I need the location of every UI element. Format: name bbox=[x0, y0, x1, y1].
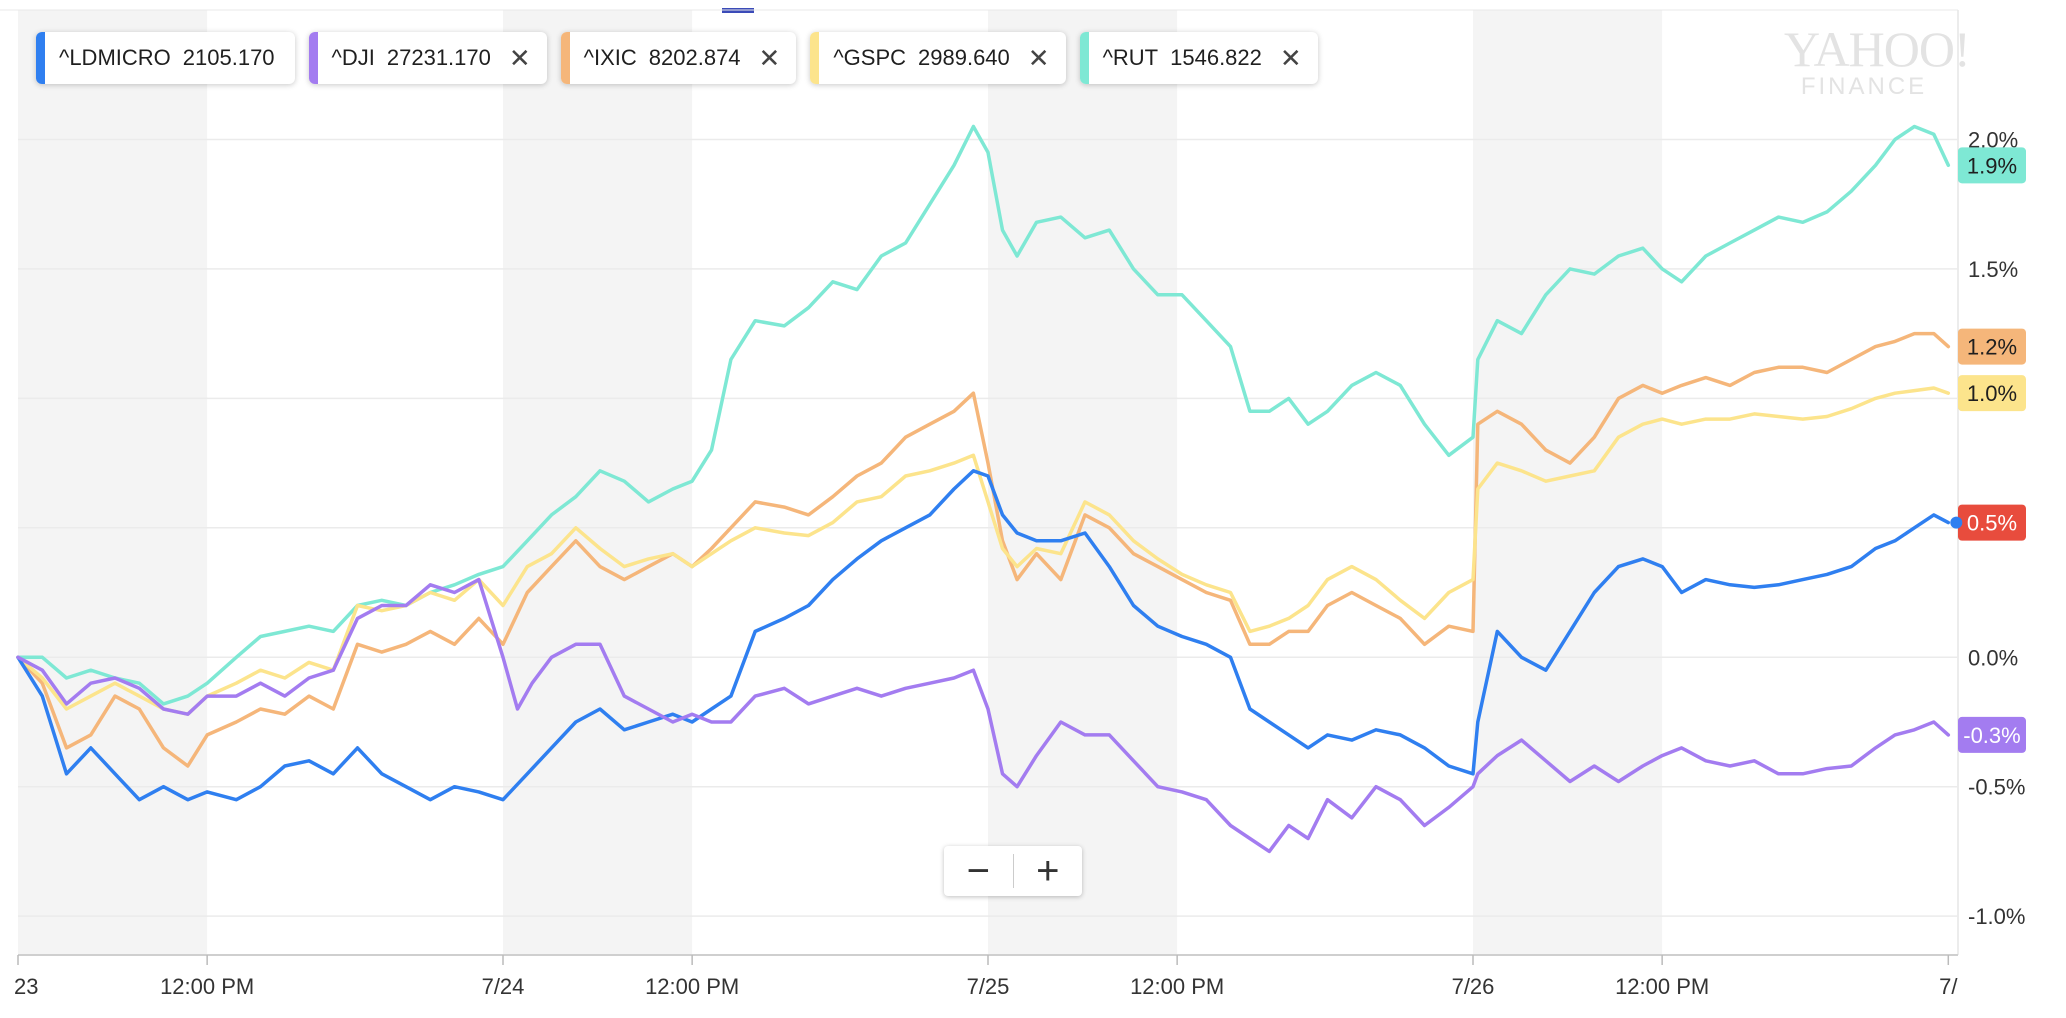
x-tick-label: 7/ bbox=[1939, 974, 1958, 999]
session-band bbox=[988, 10, 1178, 955]
last-value-label: 1.2% bbox=[1967, 335, 2017, 360]
last-value-label: 1.0% bbox=[1967, 381, 2017, 406]
legend-chip-rut[interactable]: ^RUT 1546.822 ✕ bbox=[1079, 32, 1318, 84]
series-line-dji bbox=[16, 577, 1951, 854]
series-line-gspc bbox=[16, 386, 1951, 716]
legend-color-swatch bbox=[810, 32, 820, 84]
legend-value: 1546.822 bbox=[1170, 45, 1262, 70]
x-tick-label: 23 bbox=[14, 974, 38, 999]
legend-symbol: ^DJI bbox=[331, 45, 375, 70]
legend-chip-dji[interactable]: ^DJI 27231.170 ✕ bbox=[308, 32, 547, 84]
legend-value: 27231.170 bbox=[386, 45, 491, 70]
x-tick-label: 7/24 bbox=[482, 974, 525, 999]
last-value-tags: 1.9% 1.2% 1.0% 0.5% -0.3% bbox=[1950, 147, 2026, 753]
last-value-label: -0.3% bbox=[1963, 723, 2020, 748]
legend-color-swatch bbox=[36, 32, 45, 84]
last-value-tag bbox=[1958, 147, 2026, 184]
session-band bbox=[18, 10, 208, 955]
legend-chip-ldmicro[interactable]: ^LDMICRO 2105.170 bbox=[36, 32, 295, 84]
y-tick-label: -0.5% bbox=[1968, 775, 2025, 800]
legend-symbol: ^IXIC bbox=[583, 45, 637, 70]
legend-chip-gspc[interactable]: ^GSPC 2989.640 ✕ bbox=[810, 32, 1066, 84]
legend-value: 2989.640 bbox=[918, 45, 1010, 70]
legend: ^LDMICRO 2105.170 ^DJI 27231.170 ✕ ^IXIC 8202.… bbox=[36, 32, 1318, 84]
zoom-in-button[interactable]: + bbox=[1036, 849, 1060, 893]
x-axis: 23 12:00 PM 7/24 12:00 PM 7/25 12:00 PM 7/26 12… bbox=[14, 955, 1958, 999]
y-tick-label: 1.5% bbox=[1968, 257, 2018, 282]
y-tick-label: 0.0% bbox=[1968, 645, 2018, 670]
watermark-line-2: FINANCE bbox=[1800, 73, 1928, 100]
x-tick-label: 7/25 bbox=[967, 974, 1010, 999]
legend-color-swatch bbox=[560, 32, 570, 84]
zoom-out-button[interactable]: − bbox=[966, 849, 990, 893]
legend-value: 8202.874 bbox=[648, 45, 741, 70]
yahoo-finance-watermark: YAHOO! FINANCE bbox=[1784, 21, 1971, 100]
legend-symbol: ^RUT bbox=[1102, 45, 1159, 70]
series-line-ldmicro bbox=[16, 469, 1951, 802]
watermark-line-1: YAHOO! bbox=[1784, 21, 1971, 77]
x-tick-label: 7/26 bbox=[1452, 974, 1495, 999]
remove-series-icon[interactable]: ✕ bbox=[1279, 43, 1302, 73]
legend-value: 2105.170 bbox=[182, 45, 275, 70]
x-tick-label: 12:00 PM bbox=[1615, 974, 1709, 999]
last-value-tag bbox=[1958, 375, 2026, 412]
last-value-label: 1.9% bbox=[1967, 153, 2017, 178]
session-band bbox=[1473, 10, 1663, 955]
session-bands bbox=[0, 9, 1959, 955]
legend-symbol: ^GSPC bbox=[833, 45, 907, 70]
y-tick-label: -1.0% bbox=[1968, 904, 2025, 929]
zoom-controls: − + bbox=[944, 846, 1082, 896]
legend-chip-ixic[interactable]: ^IXIC 8202.874 ✕ bbox=[560, 32, 797, 84]
last-point-marker bbox=[1950, 516, 1963, 529]
last-value-label: 0.5% bbox=[1967, 511, 2017, 536]
series-lines bbox=[16, 124, 1951, 854]
legend-color-swatch bbox=[1079, 32, 1089, 84]
x-tick-label: 12:00 PM bbox=[160, 974, 254, 999]
legend-color-swatch bbox=[308, 32, 318, 84]
remove-series-icon[interactable]: ✕ bbox=[758, 43, 781, 73]
x-tick-label: 12:00 PM bbox=[645, 974, 739, 999]
last-value-tag bbox=[1958, 504, 2026, 541]
remove-series-icon[interactable]: ✕ bbox=[508, 43, 531, 73]
remove-series-icon[interactable]: ✕ bbox=[1027, 43, 1050, 73]
session-band bbox=[503, 10, 693, 955]
last-value-tag bbox=[1958, 328, 2026, 365]
zoom-separator bbox=[1012, 854, 1014, 888]
legend-symbol: ^LDMICRO bbox=[59, 45, 171, 70]
last-value-tag bbox=[1958, 716, 2026, 753]
x-tick-label: 12:00 PM bbox=[1130, 974, 1224, 999]
